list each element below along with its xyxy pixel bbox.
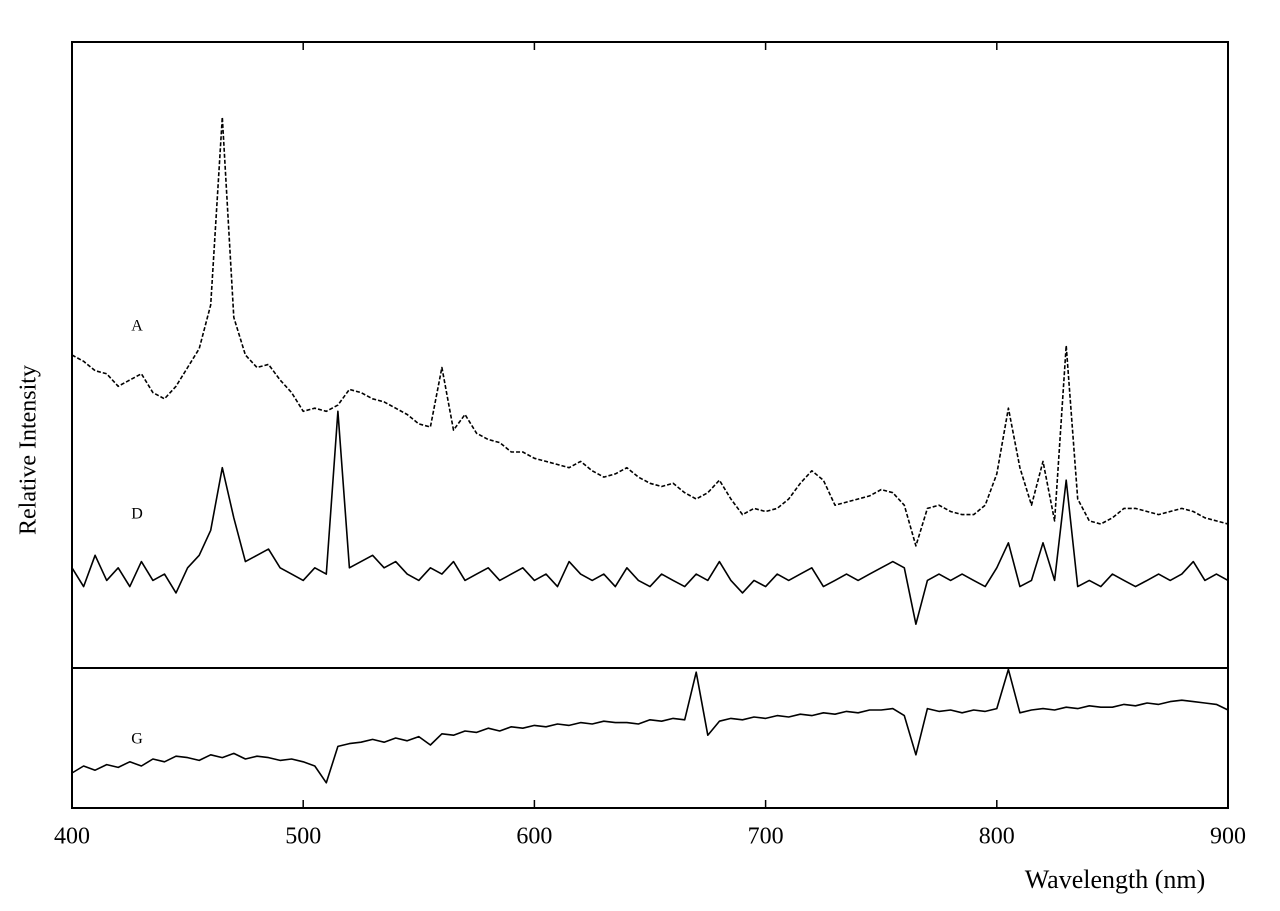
x-tick-label: 800 — [979, 824, 1015, 850]
x-tick-label: 900 — [1210, 824, 1246, 850]
series-label: A — [131, 318, 143, 335]
spectrum-line — [71, 668, 1229, 784]
x-tick-label: 700 — [748, 824, 784, 850]
x-axis-label: Wavelength (nm) — [1025, 865, 1206, 894]
x-tick-label: 600 — [516, 824, 552, 850]
x-tick-label: 500 — [285, 824, 321, 850]
spectrum-line — [71, 410, 1229, 625]
x-tick-label: 400 — [54, 824, 90, 850]
series-label: D — [131, 506, 143, 523]
series-label: G — [131, 731, 143, 748]
spectrum-line — [71, 116, 1229, 547]
plot-frame — [71, 667, 1229, 809]
y-axis-label: Relative Intensity — [16, 365, 42, 535]
